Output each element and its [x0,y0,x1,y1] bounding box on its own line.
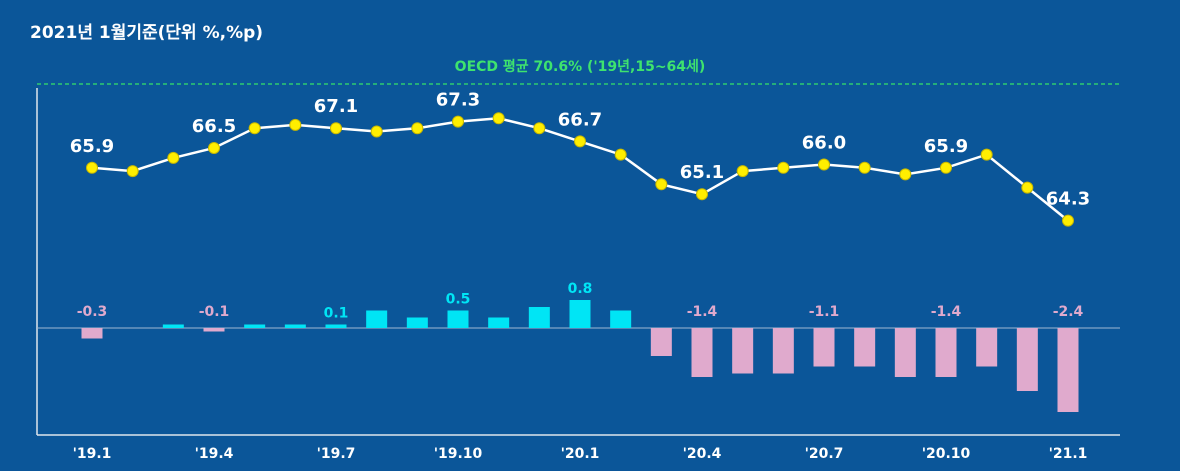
point [736,165,749,178]
data-label: 65.9 [924,136,968,157]
bar [366,310,388,328]
data-label: 65.1 [680,162,724,183]
bar [325,324,347,328]
bar [894,328,916,377]
bar [772,328,794,374]
point [452,115,464,128]
bar [569,300,591,328]
bar [650,328,672,356]
data-label: 67.3 [436,90,480,111]
bar [488,317,510,328]
data-label: -0.1 [199,304,230,320]
x-tick-label: '19.4 [195,446,234,462]
data-label: 0.8 [568,281,593,297]
annotation: OECD 평균 70.6% ('19년,15~64세) [455,58,706,75]
point [1062,214,1074,227]
x-tick-label: '20.7 [805,446,844,462]
x-tick-label: '20.10 [922,446,971,462]
x-tick-label: '19.10 [434,446,483,462]
point [248,122,261,135]
bar [976,328,998,367]
data-label: 67.1 [314,96,358,117]
bar [528,307,550,328]
point [777,161,790,174]
bar [244,324,266,328]
data-label: 66.0 [802,133,846,154]
point [167,151,180,164]
data-label: -2.4 [1053,304,1084,320]
point [980,148,993,161]
point [492,112,505,125]
point [940,161,952,174]
bar [691,328,713,377]
point [330,122,342,135]
point [86,161,98,174]
point [655,178,668,191]
bar [1016,328,1038,391]
data-label: 0.1 [324,306,349,322]
bar [284,324,306,328]
x-tick-label: '19.1 [73,446,112,462]
point [696,188,708,201]
point [818,158,830,171]
point [208,142,220,154]
data-label: 65.9 [70,136,114,157]
bar [1057,328,1079,412]
point [614,148,627,161]
x-tick-label: '20.4 [683,446,722,462]
point [126,165,139,178]
point [411,122,424,135]
data-label: -1.4 [931,304,962,320]
x-tick-label: '20.1 [561,446,600,462]
bar [406,317,428,328]
data-label: -1.4 [687,304,718,320]
bar [610,310,632,328]
point [858,161,871,174]
bar [81,328,103,339]
point [899,168,912,181]
point [574,135,586,148]
point [533,122,546,135]
point [1021,181,1034,194]
bar [162,324,184,328]
bar [732,328,754,374]
bar [203,328,225,332]
x-tick-label: '19.7 [317,446,356,462]
data-label: -1.1 [809,304,840,320]
point [370,125,383,138]
bar [935,328,957,377]
x-tick-label: '21.1 [1049,446,1088,462]
data-label: -0.3 [77,304,108,320]
bar [447,310,469,328]
point [289,118,302,131]
chart-title: 2021년 1월기준(단위 %,%p) [30,23,263,43]
data-label: 66.7 [558,109,602,130]
bar [813,328,835,367]
data-label: 66.5 [192,116,236,137]
bar [854,328,876,367]
data-label: 64.3 [1046,189,1090,210]
data-label: 0.5 [446,292,471,308]
